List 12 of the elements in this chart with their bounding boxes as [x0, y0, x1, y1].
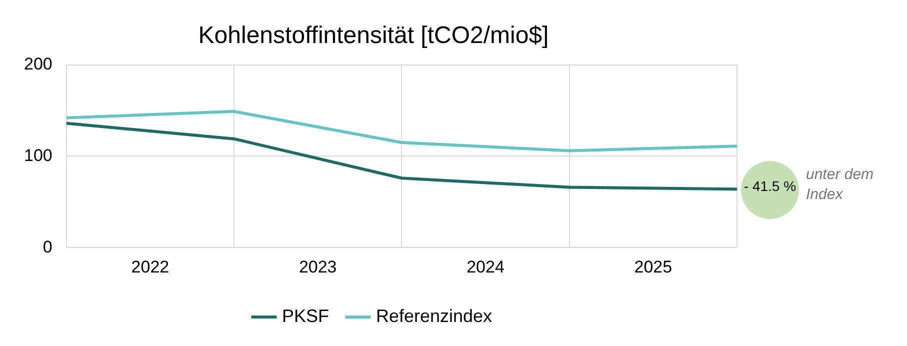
y-tick-label: 0	[42, 237, 52, 256]
x-tick-label: 2022	[131, 257, 170, 276]
y-tick-label: 200	[24, 54, 52, 74]
chart-title: Kohlenstoffintensität [tCO2/mio$]	[198, 22, 549, 50]
legend-label: Referenzindex	[376, 306, 492, 326]
x-tick-label: 2025	[634, 257, 672, 276]
text: unter dem Index	[806, 165, 875, 205]
legend-label: PKSF	[282, 306, 329, 326]
x-tick-label: 2024	[466, 257, 504, 276]
text: - 41.5 %	[743, 178, 797, 194]
y-tick-label: 100	[24, 146, 52, 165]
x-tick-label: 2023	[298, 257, 337, 276]
